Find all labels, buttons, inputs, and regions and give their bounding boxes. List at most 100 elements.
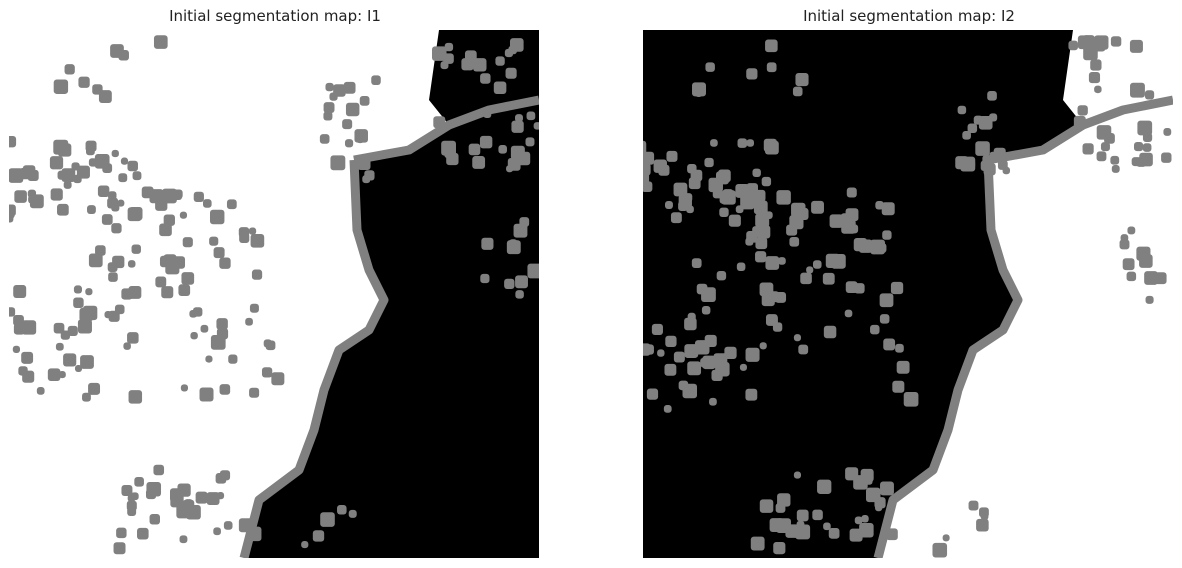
noise-blob: [688, 177, 701, 190]
noise-blob: [879, 293, 894, 308]
noise-blob: [849, 528, 863, 542]
noise-blob: [895, 343, 904, 353]
noise-blob: [796, 207, 809, 221]
noise-blob: [193, 307, 203, 317]
noise-blob: [737, 138, 748, 148]
noise-blob: [95, 245, 106, 256]
noise-blob: [702, 355, 716, 370]
noise-blob: [705, 62, 715, 72]
noise-blob: [163, 214, 175, 226]
noise-blob: [886, 528, 898, 541]
noise-blob: [651, 323, 663, 336]
noise-blob: [505, 67, 517, 79]
noise-blob: [337, 505, 347, 515]
noise-blob: [480, 273, 490, 284]
noise-blob: [248, 227, 257, 235]
noise-blob: [875, 201, 884, 210]
noise-blob: [796, 509, 809, 522]
noise-blob: [1130, 82, 1145, 98]
noise-blob: [844, 309, 853, 318]
noise-blob: [882, 230, 892, 240]
noise-blob: [121, 485, 133, 497]
noise-blob: [683, 193, 693, 203]
noise-blob: [137, 527, 149, 540]
noise-blob: [962, 130, 971, 140]
noise-blob: [78, 76, 90, 88]
noise-blob: [324, 515, 333, 523]
noise-blob: [271, 372, 285, 386]
noise-blob: [120, 157, 129, 165]
noise-blob: [1144, 271, 1158, 285]
noise-blob: [665, 335, 677, 347]
noise-blob: [752, 539, 762, 549]
noise-blob: [498, 145, 507, 154]
noise-blob: [13, 315, 24, 326]
noise-blob: [219, 470, 231, 481]
noise-blob: [687, 361, 702, 376]
noise-blob: [859, 523, 874, 538]
noise-blob: [1110, 155, 1120, 165]
noise-blob: [263, 339, 272, 348]
noise-blob: [989, 113, 998, 122]
noise-blob: [1145, 295, 1154, 304]
noise-blob: [178, 284, 191, 297]
noise-blob: [658, 164, 670, 176]
noise-blob: [251, 269, 263, 280]
noise-blob: [323, 111, 333, 121]
noise-blob: [515, 275, 528, 289]
noise-blob: [708, 177, 723, 193]
noise-blob: [107, 262, 118, 273]
noise-blob: [670, 212, 682, 224]
noise-blob: [724, 346, 737, 360]
noise-blob: [1133, 142, 1144, 152]
noise-blob: [473, 58, 487, 72]
noise-blob: [777, 493, 791, 507]
noise-blob: [987, 90, 997, 101]
noise-blob: [1073, 115, 1086, 128]
noise-blob: [746, 139, 755, 147]
noise-blob: [1119, 239, 1130, 250]
noise-blob: [881, 202, 895, 216]
noise-blob: [684, 344, 699, 358]
noise-blob: [1137, 120, 1153, 136]
noise-blob: [123, 342, 131, 350]
noise-blob: [1094, 85, 1102, 94]
noise-blob: [9, 209, 15, 219]
noise-blob: [957, 105, 967, 115]
noise-blob: [744, 189, 758, 203]
noise-blob: [325, 82, 334, 92]
noise-blob: [57, 143, 72, 157]
noise-blob: [806, 266, 814, 274]
noise-blob: [759, 282, 774, 297]
noise-blob: [664, 363, 677, 376]
noise-blob: [759, 342, 767, 350]
noise-blob: [755, 251, 767, 263]
noise-blob: [67, 325, 78, 336]
noise-blob: [811, 200, 824, 214]
noise-blob: [1082, 35, 1095, 48]
noise-blob: [511, 120, 524, 133]
noise-blob: [77, 319, 92, 334]
noise-blob: [942, 534, 950, 542]
boundary-line: [353, 95, 539, 165]
noise-blob: [53, 79, 69, 94]
noise-blob: [12, 345, 21, 353]
noise-blob: [261, 367, 273, 378]
noise-blob: [506, 165, 514, 173]
noise-blob: [812, 509, 823, 521]
noise-blob: [483, 109, 492, 118]
noise-blob: [14, 190, 27, 203]
noise-blob: [719, 207, 729, 218]
noise-blob: [973, 115, 983, 125]
noise-blob: [356, 135, 364, 144]
noise-blob: [1096, 125, 1112, 140]
noise-blob: [253, 238, 262, 247]
noise-blob: [440, 61, 449, 70]
noise-blob: [704, 157, 714, 168]
noise-blob: [319, 134, 330, 144]
noise-blob: [861, 515, 869, 523]
noise-blob: [766, 62, 777, 73]
noise-blob: [344, 139, 354, 148]
noise-blob: [711, 369, 723, 381]
noise-blob: [1154, 272, 1167, 285]
